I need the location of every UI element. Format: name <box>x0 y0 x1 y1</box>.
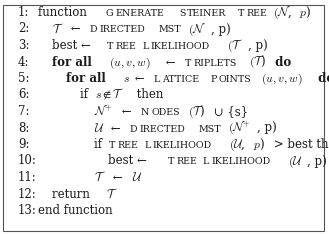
Text: L: L <box>154 75 160 84</box>
Text: best ←: best ← <box>108 154 154 168</box>
Text: $p$): $p$) <box>250 137 266 152</box>
Text: D: D <box>90 26 97 34</box>
Text: MST: MST <box>198 124 221 134</box>
Text: ←: ← <box>67 22 85 36</box>
Text: L: L <box>144 141 151 150</box>
Text: 13:: 13: <box>18 204 37 217</box>
Text: OINTS: OINTS <box>218 75 251 84</box>
Text: L: L <box>203 157 209 167</box>
Text: end function: end function <box>38 204 113 217</box>
Text: $\mathcal{T}$: $\mathcal{T}$ <box>106 187 117 201</box>
Text: ←: ← <box>107 121 125 135</box>
Text: ←: ← <box>163 55 180 69</box>
Text: 7:: 7: <box>18 105 30 118</box>
Text: T: T <box>107 42 114 51</box>
Text: IKELIHOOD: IKELIHOOD <box>150 42 210 51</box>
Text: $(u, v, w)$: $(u, v, w)$ <box>109 55 150 71</box>
Text: N: N <box>140 108 149 117</box>
Text: IKELIHOOD: IKELIHOOD <box>153 141 212 150</box>
Text: IRECTED: IRECTED <box>99 26 145 34</box>
Text: D: D <box>130 124 137 134</box>
Text: ←: ← <box>118 105 135 118</box>
Text: REE: REE <box>246 9 267 18</box>
Text: , p): , p) <box>307 154 326 168</box>
Text: 2:: 2: <box>18 22 29 36</box>
Text: MST: MST <box>158 26 181 34</box>
Text: $(\mathcal{N}$: $(\mathcal{N}$ <box>188 21 206 37</box>
Text: 5:: 5: <box>18 72 30 85</box>
Text: P: P <box>210 75 216 84</box>
Text: T: T <box>185 58 191 67</box>
Text: ENERATE: ENERATE <box>116 9 164 18</box>
Text: $(\mathcal{T}$: $(\mathcal{T}$ <box>227 37 243 54</box>
Text: REE: REE <box>115 42 136 51</box>
Text: REE: REE <box>117 141 138 150</box>
Text: $(\mathcal{U}$,: $(\mathcal{U}$, <box>229 137 245 153</box>
Text: then: then <box>133 88 164 102</box>
Text: $(u, v, w)$: $(u, v, w)$ <box>261 72 302 87</box>
Text: $\mathcal{U}$: $\mathcal{U}$ <box>94 121 104 135</box>
Text: $\mathcal{T}$: $\mathcal{T}$ <box>52 22 64 36</box>
Text: ←: ← <box>132 72 149 85</box>
Text: G: G <box>106 9 114 18</box>
Text: 9:: 9: <box>18 138 30 151</box>
Text: $s\notin\mathcal{T}$: $s\notin\mathcal{T}$ <box>95 87 125 102</box>
Text: $p$): $p$) <box>299 5 311 20</box>
Text: ODES: ODES <box>151 108 180 117</box>
Text: if: if <box>94 138 106 151</box>
Text: 8:: 8: <box>18 121 29 135</box>
Text: 10:: 10: <box>18 154 37 168</box>
Text: function: function <box>38 6 90 19</box>
Text: for all: for all <box>66 72 110 85</box>
Text: ∪ {s}: ∪ {s} <box>210 105 248 118</box>
Text: $(\mathcal{N}^{+}$: $(\mathcal{N}^{+}$ <box>228 120 250 136</box>
Text: TEINER: TEINER <box>187 9 227 18</box>
Text: $\mathcal{U}$: $\mathcal{U}$ <box>132 171 142 184</box>
Text: 12:: 12: <box>18 187 37 201</box>
Text: ATTICE: ATTICE <box>162 75 199 84</box>
Text: $(\mathcal{N}$,: $(\mathcal{N}$, <box>273 4 293 21</box>
Text: 6:: 6: <box>18 88 30 102</box>
Text: for all: for all <box>52 55 96 69</box>
Text: T: T <box>109 141 115 150</box>
Text: $(\mathcal{U}$: $(\mathcal{U}$ <box>288 154 302 169</box>
Text: T: T <box>238 9 244 18</box>
Text: $\mathcal{N}^{+}$: $\mathcal{N}^{+}$ <box>94 105 113 118</box>
Text: $(\mathcal{T}$): $(\mathcal{T}$) <box>188 103 205 120</box>
Text: IRECTED: IRECTED <box>139 124 185 134</box>
Text: 3:: 3: <box>18 39 30 52</box>
Text: REE: REE <box>176 157 197 167</box>
Text: do: do <box>314 72 329 85</box>
Text: IKELIHOOD: IKELIHOOD <box>211 157 270 167</box>
Text: ←: ← <box>109 171 127 184</box>
Text: 1:: 1: <box>18 6 29 19</box>
Text: , p): , p) <box>211 22 231 36</box>
Text: $(\mathcal{T}$): $(\mathcal{T}$) <box>249 54 266 70</box>
Text: if: if <box>80 88 92 102</box>
Text: 11:: 11: <box>18 171 37 184</box>
Text: , p): , p) <box>257 121 277 135</box>
Text: $s$: $s$ <box>123 72 130 85</box>
FancyBboxPatch shape <box>3 5 324 231</box>
Text: L: L <box>142 42 148 51</box>
Text: best ←: best ← <box>52 39 95 52</box>
Text: S: S <box>179 9 185 18</box>
Text: T: T <box>168 157 174 167</box>
Text: > best then: > best then <box>270 138 329 151</box>
Text: 4:: 4: <box>18 55 30 69</box>
Text: $\mathcal{T}$: $\mathcal{T}$ <box>94 170 106 184</box>
Text: do: do <box>270 55 291 69</box>
Text: , p): , p) <box>248 39 267 52</box>
Text: return: return <box>52 187 94 201</box>
Text: RIPLETS: RIPLETS <box>193 58 237 67</box>
